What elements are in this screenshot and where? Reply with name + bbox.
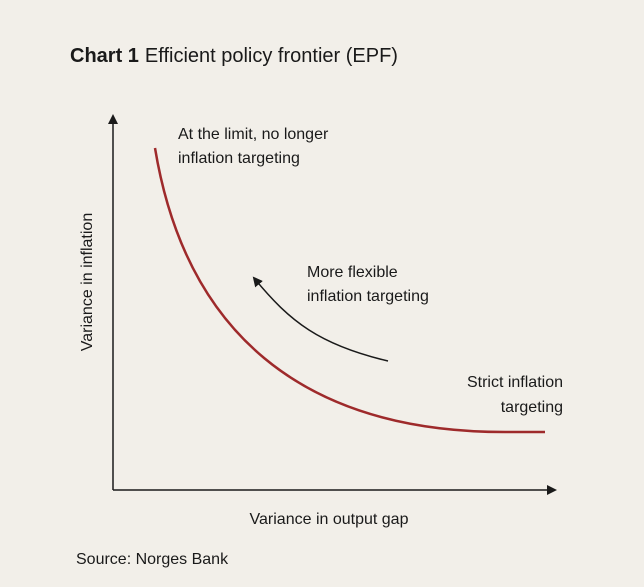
annotation-line: At the limit, no longer [178, 126, 329, 143]
annotation-line: inflation targeting [307, 288, 429, 305]
y-axis-label: Variance in inflation [79, 213, 96, 351]
flexibility-arrow [252, 276, 389, 362]
x-axis-label: Variance in output gap [250, 511, 409, 528]
annotation-line: More flexible [307, 264, 398, 281]
annotation-line: targeting [501, 399, 563, 416]
chart-title: Chart 1 Efficient policy frontier (EPF) [70, 45, 398, 67]
annotation-line: inflation targeting [178, 150, 300, 167]
chart-title-text: Efficient policy frontier (EPF) [145, 45, 398, 67]
chart-number: Chart 1 [70, 45, 139, 67]
frontier-curve [153, 147, 545, 434]
annotation-line: Strict inflation [467, 374, 563, 391]
source: Source: Norges Bank [76, 551, 229, 568]
